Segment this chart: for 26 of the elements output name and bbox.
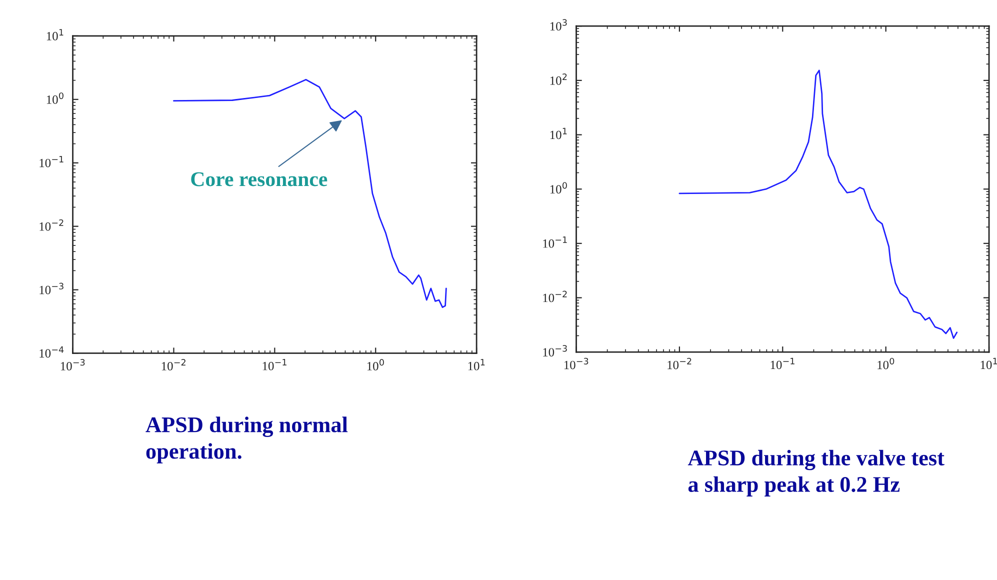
- x-tick-label: 10$^{−3}$: [60, 359, 85, 370]
- x-tick-label: 10$^{−2}$: [668, 358, 692, 370]
- x-tick-label: 10$^{−3}$: [564, 358, 588, 370]
- x-tick-label: 10$^{0}$: [878, 358, 894, 370]
- y-tick-label: 10$^{−3}$: [40, 282, 64, 294]
- text: APSD during normal operation.: [146, 416, 348, 464]
- y-tick-label: 10$^{1}$: [550, 128, 567, 140]
- y-tick-label: 10$^{2}$: [550, 73, 567, 85]
- y-tick-label: 10$^{−4}$: [40, 346, 64, 358]
- x-tick-label: 10$^{−2}$: [162, 359, 186, 370]
- x-tick-label: 10$^{−1}$: [770, 358, 794, 370]
- x-tick-label: 10$^{−1}$: [262, 359, 286, 370]
- x-tick-label: 10$^{0}$: [367, 359, 384, 370]
- y-tick-label: 10$^{−3}$: [543, 345, 567, 357]
- y-tick-label: 10$^{0}$: [46, 92, 64, 104]
- y-tick-label: 10$^{1}$: [46, 29, 64, 40]
- x-tick-label: 10$^{1}$: [468, 359, 485, 370]
- y-tick-label: 10$^{−1}$: [543, 236, 567, 248]
- y-tick-label: 10$^{0}$: [550, 182, 567, 194]
- text: APSD during the valve test a sharp peak at 0.2 Hz: [688, 450, 944, 496]
- x-tick-label: 10$^{1}$: [980, 358, 997, 370]
- y-tick-label: 10$^{3}$: [550, 19, 567, 31]
- y-tick-label: 10$^{−2}$: [40, 219, 64, 231]
- annotation: Core resonance: [191, 172, 328, 186]
- y-tick-label: 10$^{−1}$: [40, 156, 64, 168]
- y-tick-label: 10$^{−2}$: [543, 290, 567, 302]
